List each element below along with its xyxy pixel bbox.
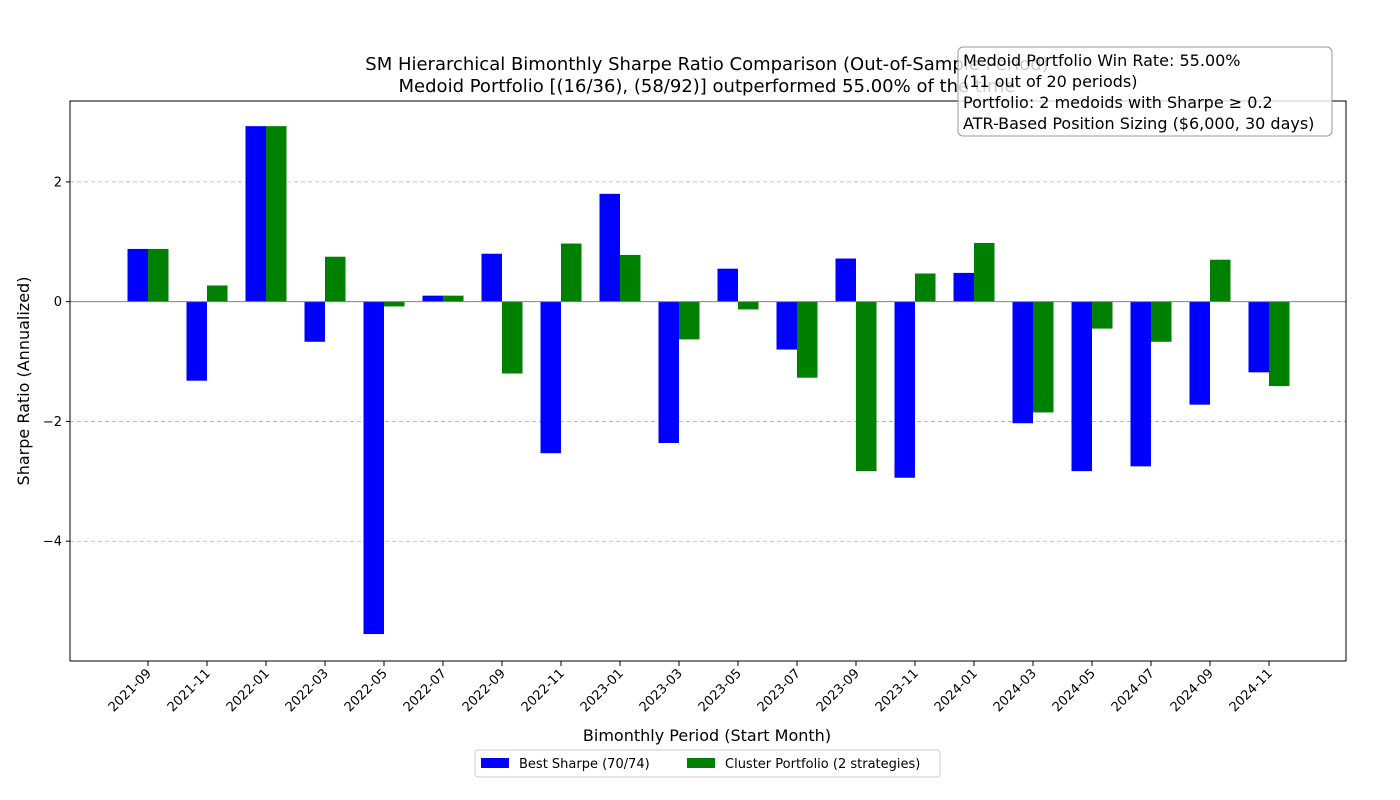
y-tick-label: −4 — [43, 535, 62, 550]
annotation-line-2: (11 out of 20 periods) — [963, 72, 1137, 91]
y-axis-label: Sharpe Ratio (Annualized) — [14, 277, 33, 486]
y-axis: −4 −2 0 2 — [43, 175, 70, 549]
bar-best-sharpe-2022-07 — [423, 296, 444, 302]
bar-best-sharpe-2024-01 — [954, 273, 975, 302]
x-tick-label: 2024-11 — [1227, 666, 1276, 715]
bar-best-sharpe-2023-03 — [659, 302, 680, 443]
legend-label-best-sharpe: Best Sharpe (70/74) — [519, 757, 650, 772]
annotation-line-1: Medoid Portfolio Win Rate: 55.00% — [963, 51, 1241, 70]
bar-best-sharpe-2024-09 — [1190, 302, 1211, 405]
bar-cluster-portfolio-2024-05 — [1092, 302, 1113, 329]
x-tick-label: 2021-09 — [106, 666, 155, 715]
bar-best-sharpe-2024-05 — [1072, 302, 1093, 471]
x-tick-label: 2024-03 — [991, 666, 1040, 715]
bar-best-sharpe-2023-05 — [718, 269, 739, 302]
legend-swatch-best-sharpe — [481, 758, 509, 768]
chart-title: SM Hierarchical Bimonthly Sharpe Ratio C… — [365, 54, 1048, 75]
bar-cluster-portfolio-2023-07 — [797, 302, 818, 378]
x-tick-label: 2023-05 — [696, 666, 745, 715]
y-tick-label: −2 — [43, 415, 62, 430]
legend-label-cluster-portfolio: Cluster Portfolio (2 strategies) — [725, 757, 920, 772]
bar-best-sharpe-2022-11 — [541, 302, 562, 454]
bar-cluster-portfolio-2023-09 — [856, 302, 877, 471]
x-tick-label: 2023-11 — [873, 666, 922, 715]
x-tick-label: 2024-05 — [1050, 666, 1099, 715]
x-tick-label: 2023-07 — [755, 666, 804, 715]
x-tick-label: 2023-03 — [637, 666, 686, 715]
bar-best-sharpe-2022-01 — [246, 126, 267, 301]
bar-cluster-portfolio-2022-07 — [443, 296, 464, 302]
x-tick-label: 2022-11 — [519, 666, 568, 715]
bar-cluster-portfolio-2023-03 — [679, 302, 700, 340]
bar-cluster-portfolio-2024-01 — [974, 243, 995, 302]
bar-best-sharpe-2023-07 — [777, 302, 798, 350]
bar-cluster-portfolio-2023-11 — [915, 273, 936, 301]
bar-best-sharpe-2022-03 — [305, 302, 326, 342]
x-tick-label: 2024-09 — [1168, 666, 1217, 715]
bar-cluster-portfolio-2024-07 — [1151, 302, 1172, 342]
bar-cluster-portfolio-2022-05 — [384, 302, 405, 307]
bar-cluster-portfolio-2024-11 — [1269, 302, 1290, 386]
legend-swatch-cluster-portfolio — [687, 758, 715, 768]
x-tick-label: 2022-07 — [401, 666, 450, 715]
x-tick-label: 2022-05 — [342, 666, 391, 715]
bar-cluster-portfolio-2022-09 — [502, 302, 523, 374]
x-tick-label: 2022-03 — [283, 666, 332, 715]
bar-best-sharpe-2023-11 — [895, 302, 916, 478]
bars — [128, 126, 1290, 634]
bar-cluster-portfolio-2022-11 — [561, 244, 582, 302]
bar-best-sharpe-2022-05 — [364, 302, 385, 634]
x-tick-label: 2024-07 — [1109, 666, 1158, 715]
x-tick-label: 2023-01 — [578, 666, 627, 715]
bar-best-sharpe-2021-09 — [128, 249, 149, 302]
annotation-line-4: ATR-Based Position Sizing ($6,000, 30 da… — [963, 114, 1314, 133]
bar-best-sharpe-2022-09 — [482, 254, 503, 302]
chart-subtitle: Medoid Portfolio [(16/36), (58/92)] outp… — [399, 76, 1016, 97]
legend: Best Sharpe (70/74) Cluster Portfolio (2… — [475, 750, 940, 777]
annotation-line-3: Portfolio: 2 medoids with Sharpe ≥ 0.2 — [963, 93, 1273, 112]
bar-cluster-portfolio-2023-01 — [620, 255, 641, 302]
bar-cluster-portfolio-2024-03 — [1033, 302, 1054, 413]
bar-best-sharpe-2023-09 — [836, 259, 857, 302]
x-axis: 2021-09 2021-11 2022-01 2022-03 2022-05 2022-… — [106, 661, 1276, 715]
x-tick-label: 2023-09 — [814, 666, 863, 715]
bar-cluster-portfolio-2021-11 — [207, 285, 228, 301]
x-tick-label: 2022-01 — [224, 666, 273, 715]
bar-cluster-portfolio-2023-05 — [738, 302, 759, 310]
y-tick-label: 2 — [54, 175, 62, 190]
bar-best-sharpe-2024-07 — [1131, 302, 1152, 467]
x-tick-label: 2021-11 — [165, 666, 214, 715]
bar-cluster-portfolio-2022-03 — [325, 257, 346, 302]
bar-best-sharpe-2021-11 — [187, 302, 208, 381]
x-axis-label: Bimonthly Period (Start Month) — [583, 726, 831, 745]
x-tick-label: 2022-09 — [460, 666, 509, 715]
bar-cluster-portfolio-2021-09 — [148, 249, 169, 302]
bar-best-sharpe-2023-01 — [600, 194, 621, 302]
bar-best-sharpe-2024-03 — [1013, 302, 1034, 424]
bar-best-sharpe-2024-11 — [1249, 302, 1270, 373]
x-tick-label: 2024-01 — [932, 666, 981, 715]
annotation-box: Medoid Portfolio Win Rate: 55.00% (11 ou… — [958, 47, 1332, 136]
bar-cluster-portfolio-2024-09 — [1210, 260, 1231, 302]
y-tick-label: 0 — [54, 295, 62, 310]
bar-cluster-portfolio-2022-01 — [266, 126, 287, 301]
